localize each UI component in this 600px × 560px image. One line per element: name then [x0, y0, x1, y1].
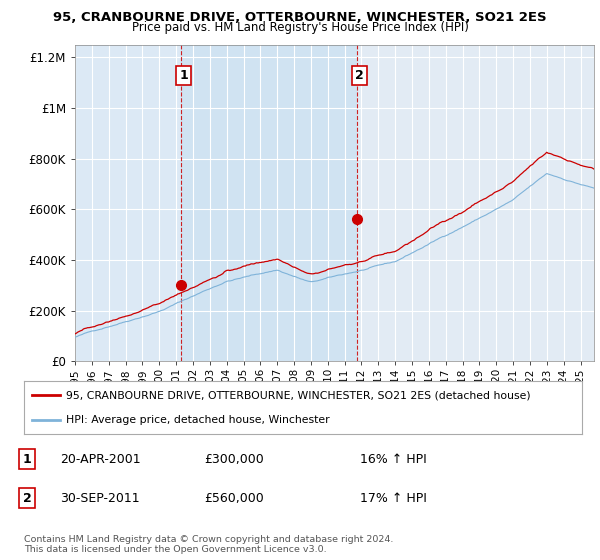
Bar	[357, 45, 598, 361]
Text: 30-SEP-2011: 30-SEP-2011	[60, 492, 140, 505]
Text: 20-APR-2001: 20-APR-2001	[60, 452, 140, 466]
Text: 17% ↑ HPI: 17% ↑ HPI	[360, 492, 427, 505]
Text: HPI: Average price, detached house, Winchester: HPI: Average price, detached house, Winc…	[66, 414, 329, 424]
Text: 95, CRANBOURNE DRIVE, OTTERBOURNE, WINCHESTER, SO21 2ES (detached house): 95, CRANBOURNE DRIVE, OTTERBOURNE, WINCH…	[66, 390, 530, 400]
Text: £300,000: £300,000	[204, 452, 264, 466]
Text: 2: 2	[23, 492, 31, 505]
Bar	[181, 45, 357, 361]
Text: Price paid vs. HM Land Registry's House Price Index (HPI): Price paid vs. HM Land Registry's House …	[131, 21, 469, 34]
Text: 2: 2	[355, 69, 364, 82]
Text: 16% ↑ HPI: 16% ↑ HPI	[360, 452, 427, 466]
Text: £560,000: £560,000	[204, 492, 264, 505]
Text: 1: 1	[179, 69, 188, 82]
Text: Contains HM Land Registry data © Crown copyright and database right 2024.
This d: Contains HM Land Registry data © Crown c…	[24, 535, 394, 554]
Text: 95, CRANBOURNE DRIVE, OTTERBOURNE, WINCHESTER, SO21 2ES: 95, CRANBOURNE DRIVE, OTTERBOURNE, WINCH…	[53, 11, 547, 24]
Text: 1: 1	[23, 452, 31, 466]
